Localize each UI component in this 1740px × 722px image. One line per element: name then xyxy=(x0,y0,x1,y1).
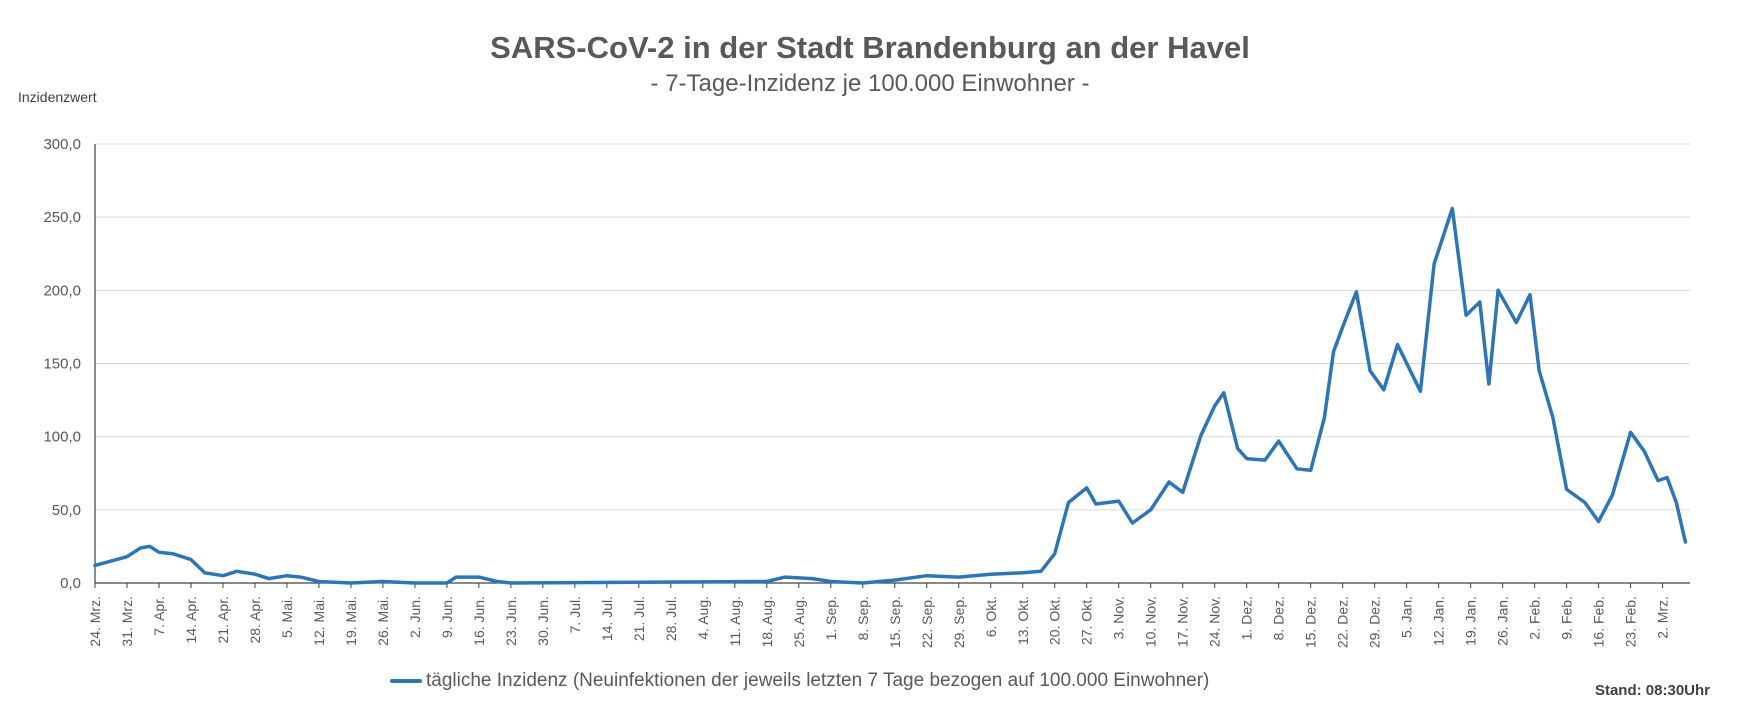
x-tick-label: 4. Aug. xyxy=(695,596,711,640)
x-tick-label: 28. Jul. xyxy=(663,596,679,641)
x-tick-label: 12. Mai. xyxy=(311,596,327,646)
y-tick-label: 200,0 xyxy=(43,282,81,299)
y-tick-label: 150,0 xyxy=(43,356,81,373)
y-tick-label: 300,0 xyxy=(43,136,81,153)
x-tick-label: 6. Okt. xyxy=(983,596,999,637)
x-tick-label: 19. Jan. xyxy=(1463,596,1479,646)
x-tick-label: 23. Jun. xyxy=(503,596,519,646)
chart-title: SARS-CoV-2 in der Stadt Brandenburg an d… xyxy=(490,30,1250,65)
y-tick-label: 100,0 xyxy=(43,429,81,446)
x-tick-label: 17. Nov. xyxy=(1175,596,1191,647)
x-axis-ticks: 24. Mrz. 31. Mrz. 7. Apr. 14. Apr. 21. Apr. 2… xyxy=(87,583,1671,648)
x-tick-label: 20. Okt. xyxy=(1047,596,1063,645)
y-tick-label: 250,0 xyxy=(43,209,81,226)
x-tick-label: 26. Jan. xyxy=(1495,596,1511,646)
x-tick-label: 5. Mai. xyxy=(279,596,295,638)
x-tick-label: 21. Apr. xyxy=(215,596,231,643)
x-tick-label: 29. Dez. xyxy=(1367,596,1383,648)
x-tick-label: 7. Jul. xyxy=(567,596,583,633)
x-tick-label: 15. Dez. xyxy=(1303,596,1319,648)
x-tick-label: 13. Okt. xyxy=(1015,596,1031,645)
x-tick-label: 8. Dez. xyxy=(1271,596,1287,640)
x-tick-label: 22. Sep. xyxy=(919,596,935,648)
x-tick-label: 7. Apr. xyxy=(151,596,167,636)
x-tick-label: 12. Jan. xyxy=(1431,596,1447,646)
x-tick-label: 18. Aug. xyxy=(759,596,775,647)
y-tick-label: 50,0 xyxy=(52,502,81,519)
series-line xyxy=(93,206,1688,585)
x-tick-label: 11. Aug. xyxy=(727,596,743,646)
x-tick-label: 2. Mrz. xyxy=(1655,596,1671,639)
x-tick-label: 1. Sep. xyxy=(823,596,839,640)
x-tick-label: 24. Nov. xyxy=(1207,596,1223,647)
y-axis-label: Inzidenzwert xyxy=(18,89,97,105)
y-tick-label: 0,0 xyxy=(60,575,81,592)
x-tick-label: 9. Feb. xyxy=(1559,596,1575,640)
x-tick-label: 10. Nov. xyxy=(1143,596,1159,647)
x-tick-label: 9. Jun. xyxy=(439,596,455,638)
x-tick-label: 25. Aug. xyxy=(791,596,807,647)
grid-lines xyxy=(95,143,1690,511)
x-tick-label: 16. Jun. xyxy=(471,596,487,646)
x-tick-label: 23. Feb. xyxy=(1623,596,1639,647)
x-tick-label: 31. Mrz. xyxy=(119,596,135,647)
x-tick-label: 28. Apr. xyxy=(247,596,263,643)
legend: tägliche Inzidenz (Neuinfektionen der je… xyxy=(390,670,1209,692)
x-tick-label: 30. Jun. xyxy=(535,596,551,646)
series-layer xyxy=(93,206,1688,585)
x-tick-label: 22. Dez. xyxy=(1335,596,1351,648)
x-tick-label: 21. Jul. xyxy=(631,596,647,641)
x-tick-label: 27. Okt. xyxy=(1079,596,1095,645)
x-tick-label: 2. Feb. xyxy=(1527,596,1543,640)
x-tick-label: 15. Sep. xyxy=(887,596,903,648)
x-tick-label: 14. Jul. xyxy=(599,596,615,641)
x-tick-label: 3. Nov. xyxy=(1111,596,1127,639)
x-tick-label: 26. Mai. xyxy=(375,596,391,646)
y-axis-ticks: 0,0 50,0 100,0 150,0 200,0 250,0 300,0 xyxy=(43,136,81,592)
x-tick-label: 5. Jan. xyxy=(1399,596,1415,638)
timestamp-label: Stand: 08:30Uhr xyxy=(1594,682,1710,699)
x-tick-label: 2. Jun. xyxy=(407,596,423,638)
legend-label: tägliche Inzidenz (Neuinfektionen der je… xyxy=(426,670,1210,691)
x-tick-label: 16. Feb. xyxy=(1591,596,1607,647)
x-tick-label: 19. Mai. xyxy=(343,596,359,646)
x-tick-label: 8. Sep. xyxy=(855,596,871,640)
x-tick-label: 14. Apr. xyxy=(183,596,199,643)
x-tick-label: 1. Dez. xyxy=(1239,596,1255,640)
legend-swatch xyxy=(390,679,422,683)
x-tick-label: 29. Sep. xyxy=(951,596,967,648)
x-tick-label: 24. Mrz. xyxy=(87,596,103,647)
chart-subtitle: - 7-Tage-Inzidenz je 100.000 Einwohner - xyxy=(650,70,1090,97)
